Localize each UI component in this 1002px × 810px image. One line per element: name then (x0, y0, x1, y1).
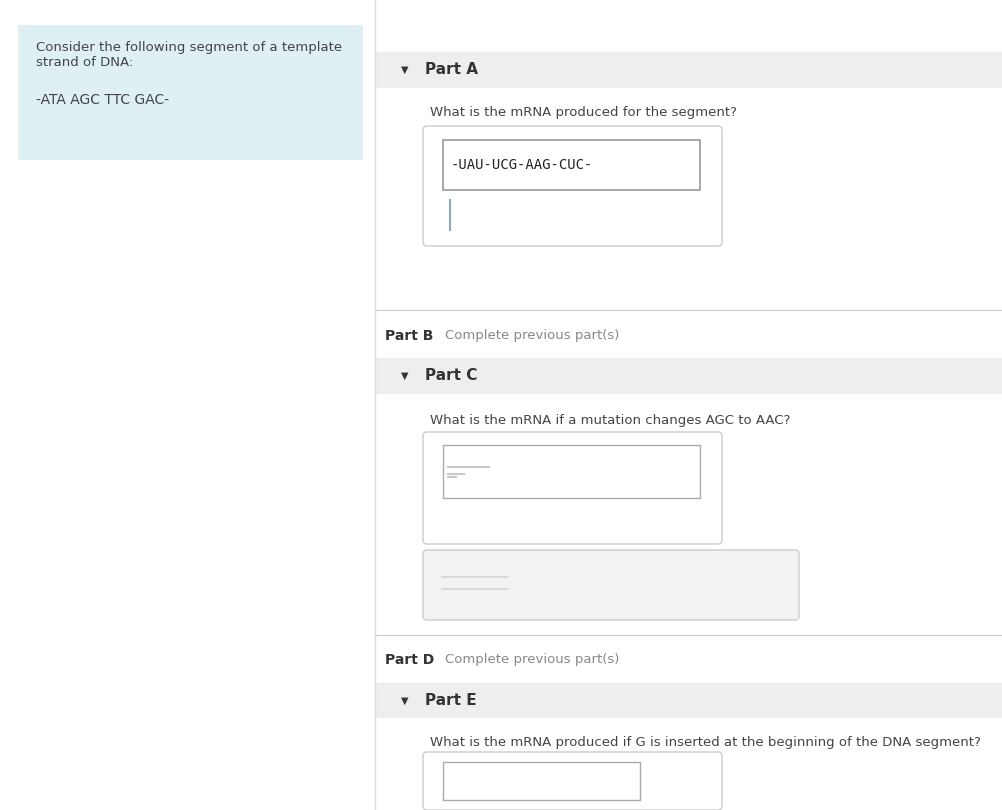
Bar (443, 140, 700, 190)
Bar (18, 25, 363, 160)
Text: Part D: Part D (385, 653, 434, 667)
FancyBboxPatch shape (423, 432, 722, 544)
Bar (443, 762, 640, 800)
Text: Part A: Part A (425, 62, 478, 78)
Text: Complete previous part(s): Complete previous part(s) (445, 654, 619, 667)
Text: What is the mRNA if a mutation changes AGC to AAC?: What is the mRNA if a mutation changes A… (430, 414, 791, 427)
Text: Part E: Part E (425, 693, 477, 708)
Text: ▼: ▼ (401, 371, 409, 381)
Text: -ATA AGC TTC GAC-: -ATA AGC TTC GAC- (36, 93, 169, 107)
FancyBboxPatch shape (423, 126, 722, 246)
Text: Consider the following segment of a template
strand of DNA:: Consider the following segment of a temp… (36, 41, 342, 69)
Text: Part C: Part C (425, 369, 477, 383)
Bar (375, 358, 1002, 394)
Text: ▼: ▼ (401, 65, 409, 75)
Text: Part B: Part B (385, 329, 434, 343)
Text: Complete previous part(s): Complete previous part(s) (445, 330, 619, 343)
Bar (375, 683, 1002, 718)
Text: ▼: ▼ (401, 696, 409, 706)
Bar (375, 52, 1002, 88)
Text: What is the mRNA produced for the segment?: What is the mRNA produced for the segmen… (430, 106, 737, 119)
FancyBboxPatch shape (423, 752, 722, 810)
Text: What is the mRNA produced if G is inserted at the beginning of the DNA segment?: What is the mRNA produced if G is insert… (430, 736, 981, 749)
Bar (443, 445, 700, 498)
Text: -UAU-UCG-AAG-CUC-: -UAU-UCG-AAG-CUC- (451, 158, 593, 172)
FancyBboxPatch shape (423, 550, 799, 620)
